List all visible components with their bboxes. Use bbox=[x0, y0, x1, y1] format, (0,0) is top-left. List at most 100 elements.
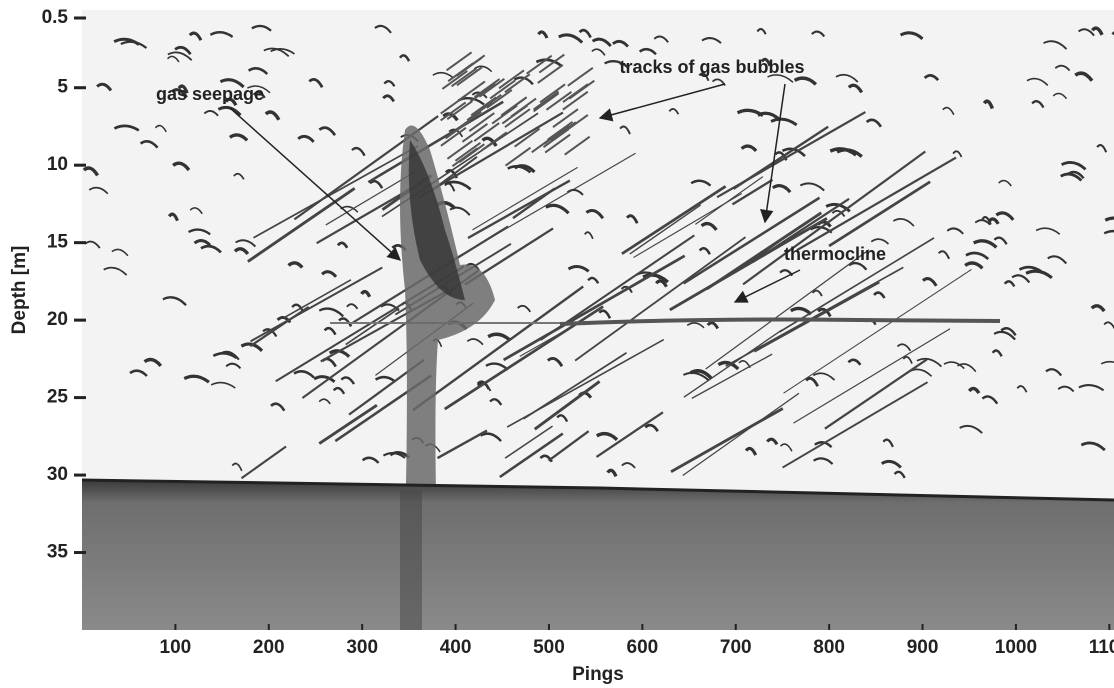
bubble-cluster bbox=[473, 78, 501, 98]
bubble-cluster bbox=[440, 101, 467, 122]
echo-trace bbox=[170, 88, 188, 99]
echo-trace bbox=[967, 386, 981, 395]
bubble-track bbox=[682, 196, 821, 285]
echo-trace bbox=[995, 211, 1015, 221]
bubble-cluster bbox=[491, 104, 518, 125]
bubble-cluster bbox=[468, 112, 495, 132]
echo-trace bbox=[1031, 100, 1045, 109]
echo-trace bbox=[644, 423, 659, 432]
annotation: thermocline bbox=[784, 244, 886, 264]
bubble-track bbox=[683, 329, 783, 398]
echo-trace bbox=[517, 304, 532, 313]
echo-trace bbox=[1096, 144, 1108, 153]
seabed-line bbox=[81, 478, 1114, 502]
echo-trace bbox=[480, 432, 502, 442]
bubble-cluster bbox=[481, 131, 508, 152]
echo-trace bbox=[585, 209, 605, 220]
thermocline bbox=[559, 317, 1001, 326]
y-axis-label: Depth [m] bbox=[9, 246, 30, 335]
bubble-cluster bbox=[562, 90, 589, 111]
echo-trace bbox=[946, 227, 964, 235]
echo-trace bbox=[1077, 28, 1095, 37]
echo-trace bbox=[972, 239, 998, 249]
echo-trace bbox=[1090, 26, 1104, 36]
echo-trace bbox=[595, 431, 619, 441]
bubble-cluster bbox=[447, 62, 474, 83]
bubble-cluster bbox=[444, 119, 472, 140]
echo-trace bbox=[212, 352, 238, 360]
echo-trace bbox=[1060, 172, 1083, 182]
echo-trace bbox=[683, 371, 710, 382]
bubble-track bbox=[250, 266, 383, 343]
echo-trace bbox=[882, 438, 894, 448]
echo-trace bbox=[943, 361, 965, 370]
y-tick-label: 5 bbox=[57, 77, 68, 98]
echo-trace bbox=[870, 238, 890, 245]
bubble-track bbox=[796, 156, 957, 252]
bubble-cluster bbox=[513, 127, 541, 148]
echo-trace bbox=[1026, 77, 1049, 87]
echo-trace bbox=[991, 349, 1003, 357]
echo-trace bbox=[965, 251, 990, 260]
echo-trace bbox=[756, 28, 767, 35]
echo-trace bbox=[923, 74, 940, 82]
echo-trace bbox=[779, 443, 793, 452]
bubble-track bbox=[779, 237, 935, 333]
echo-trace bbox=[535, 58, 563, 68]
y-tick-label: 25 bbox=[47, 387, 69, 408]
echo-trace bbox=[369, 179, 384, 189]
echo-trace bbox=[690, 179, 712, 187]
echo-trace bbox=[1103, 229, 1114, 235]
bubble-cluster bbox=[440, 127, 467, 147]
bubble-track bbox=[574, 236, 747, 362]
echo-trace bbox=[247, 67, 269, 75]
seabed bbox=[82, 480, 1114, 630]
bubble-cluster bbox=[538, 53, 565, 74]
echo-trace bbox=[744, 446, 758, 456]
echo-trace bbox=[219, 78, 245, 89]
bubble-track bbox=[506, 338, 665, 428]
bubble-cluster bbox=[510, 97, 537, 118]
bubble-cluster bbox=[504, 73, 531, 94]
echo-trace bbox=[625, 214, 639, 224]
x-tick-label: 800 bbox=[813, 637, 845, 658]
x-tick-label: 900 bbox=[907, 637, 939, 658]
echo-trace bbox=[771, 184, 792, 194]
echo-trace bbox=[880, 459, 902, 469]
echo-trace bbox=[235, 239, 257, 248]
echo-trace bbox=[297, 135, 315, 143]
echo-trace bbox=[981, 395, 999, 405]
echo-trace bbox=[591, 37, 612, 48]
echo-trace bbox=[1003, 280, 1016, 288]
echo-trace bbox=[293, 370, 315, 379]
bubble-track bbox=[418, 111, 564, 199]
bubble-track bbox=[325, 171, 416, 226]
echo-trace bbox=[1043, 40, 1068, 50]
bubble-track bbox=[691, 353, 773, 399]
echo-trace bbox=[1000, 327, 1017, 337]
echo-trace bbox=[604, 59, 630, 69]
bubble-track bbox=[412, 285, 584, 412]
echo-trace bbox=[231, 462, 243, 472]
bubble-cluster bbox=[562, 114, 589, 134]
echo-trace bbox=[270, 402, 286, 412]
echo-trace bbox=[129, 369, 148, 377]
echo-trace bbox=[336, 241, 349, 249]
echo-trace bbox=[360, 289, 372, 298]
echo-trace bbox=[270, 48, 295, 55]
echo-trace bbox=[612, 39, 629, 48]
echo-trace bbox=[167, 51, 193, 61]
echo-trace bbox=[916, 357, 943, 368]
echo-trace bbox=[937, 250, 951, 260]
echo-trace bbox=[139, 140, 159, 149]
echo-trace bbox=[246, 85, 271, 94]
x-tick-label: 1000 bbox=[995, 637, 1037, 658]
echo-trace bbox=[848, 261, 868, 271]
bubble-cluster bbox=[526, 54, 553, 75]
bubble-track bbox=[629, 204, 702, 255]
echo-trace bbox=[1035, 227, 1061, 235]
echo-trace bbox=[177, 84, 189, 94]
echo-trace bbox=[587, 276, 600, 284]
echo-trace bbox=[698, 247, 711, 255]
echo-trace bbox=[449, 206, 471, 216]
